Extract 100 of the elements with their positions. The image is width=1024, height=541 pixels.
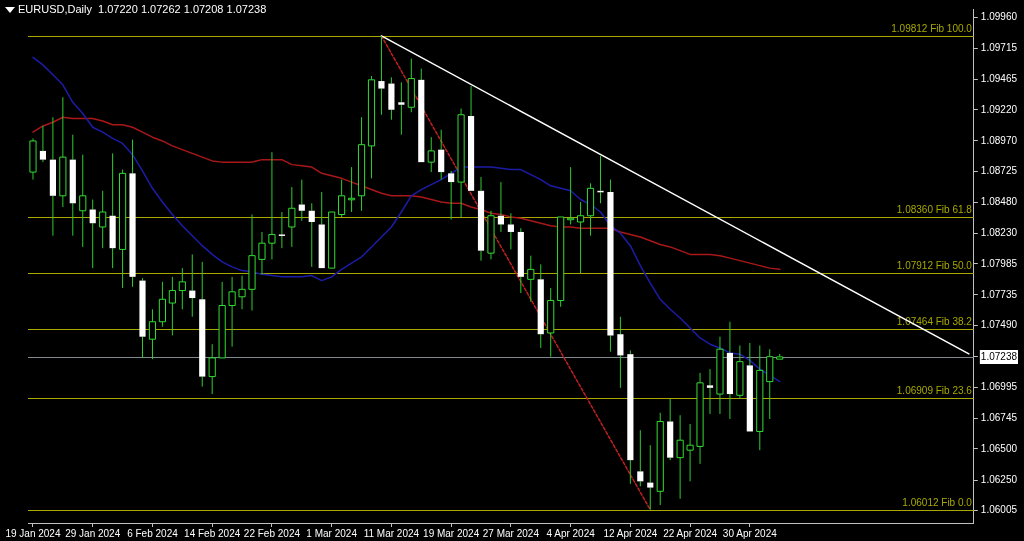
x-tick-label: 29 Jan 2024: [65, 527, 121, 539]
candlestick: [218, 281, 226, 359]
candlestick: [398, 81, 405, 136]
candlestick: [576, 201, 585, 274]
candlestick: [736, 344, 744, 400]
x-tick-label: 22 Apr 2024: [663, 527, 718, 539]
x-tick-label: 1 Mar 2024: [306, 527, 358, 539]
candlestick: [178, 267, 186, 310]
candlestick: [288, 186, 296, 248]
y-tick-label: 1.07238: [980, 350, 1018, 362]
candlestick: [418, 68, 425, 163]
candlestick: [667, 398, 674, 461]
chart-title: EURUSD,Daily 1.07220 1.07262 1.07208 1.07238: [18, 3, 267, 15]
candlestick: [507, 212, 514, 250]
candlestick: [29, 137, 37, 181]
candlestick: [248, 214, 256, 312]
candlestick: [388, 76, 395, 121]
candlestick: [517, 227, 524, 294]
y-tick-label: 1.06995: [980, 380, 1018, 392]
ref-line-label: 1.06909 Fib 23.6: [896, 385, 973, 397]
candlestick: [467, 85, 475, 191]
candlestick: [586, 182, 595, 237]
candlestick: [328, 211, 336, 269]
candlestick: [647, 444, 654, 511]
candlestick: [258, 231, 266, 275]
candlestick: [59, 96, 67, 208]
candlestick: [268, 151, 276, 260]
candlestick: [278, 211, 285, 249]
candlestick: [527, 255, 535, 303]
candlestick: [208, 343, 216, 395]
candlestick: [338, 179, 346, 218]
candlestick: [49, 116, 56, 237]
ref-line-label: 1.06012 Fib 0.0: [902, 497, 973, 509]
candlestick: [746, 342, 753, 432]
candlestick: [557, 216, 565, 308]
y-tick-label: 1.07490: [980, 319, 1018, 331]
y-tick-label: 1.07735: [980, 288, 1018, 300]
candlestick: [766, 348, 774, 420]
ref-line-label: 1.09812 Fib 100.0: [891, 23, 973, 35]
y-tick-label: 1.09220: [980, 103, 1018, 115]
candlestick: [487, 210, 495, 260]
x-tick-label: 19 Jan 2024: [5, 527, 61, 539]
candlestick: [298, 179, 305, 222]
candlestick: [457, 108, 465, 218]
candlestick: [139, 277, 146, 359]
candlestick: [189, 253, 196, 318]
x-tick-label: 6 Feb 2024: [127, 527, 179, 539]
candlestick: [39, 125, 47, 163]
y-tick-label: 1.08480: [980, 195, 1018, 207]
candlestick: [438, 129, 445, 181]
x-tick-label: 27 Mar 2024: [482, 527, 540, 539]
candlestick: [318, 191, 325, 269]
candlestick: [99, 190, 107, 249]
x-tick-label: 22 Feb 2024: [243, 527, 301, 539]
x-tick-label: 30 Apr 2024: [722, 527, 778, 539]
candlestick: [477, 176, 485, 262]
candlestick: [148, 308, 157, 360]
candlestick: [726, 321, 734, 420]
x-tick-label: 12 Apr 2024: [603, 527, 658, 539]
y-tick-label: 1.06745: [980, 412, 1018, 424]
x-tick-label: 4 Apr 2024: [546, 527, 596, 539]
candlestick: [109, 152, 116, 269]
y-tick-label: 1.06250: [980, 473, 1018, 485]
candlestick: [129, 139, 136, 288]
y-tick-label: 1.09715: [980, 41, 1018, 53]
candlestick: [676, 414, 684, 500]
candlestick: [308, 202, 315, 268]
candlestick: [199, 261, 206, 388]
candlestick: [427, 136, 435, 173]
candlestick: [706, 368, 714, 415]
candlestick: [69, 134, 76, 237]
y-tick-label: 1.07985: [980, 257, 1018, 269]
y-tick-label: 1.06500: [980, 442, 1018, 454]
y-tick-label: 1.08230: [980, 226, 1018, 238]
y-tick-label: 1.08970: [980, 134, 1018, 146]
candlestick: [448, 170, 455, 220]
y-tick-label: 1.09465: [980, 72, 1018, 84]
candlestick: [357, 116, 366, 212]
x-tick-label: 14 Feb 2024: [184, 527, 241, 539]
x-tick-label: 19 Mar 2024: [423, 527, 480, 539]
candlestick: [158, 281, 166, 328]
candlestick: [537, 263, 544, 349]
candlestick: [228, 276, 236, 348]
candlestick: [756, 344, 764, 451]
candlestick: [716, 336, 724, 415]
candlestick: [627, 349, 634, 485]
y-tick-label: 1.09960: [980, 11, 1018, 23]
ref-line-label: 1.08360 Fib 61.8: [896, 204, 973, 216]
candlestick: [79, 154, 87, 248]
candlestick: [617, 316, 624, 389]
candlestick: [238, 275, 246, 310]
ref-line-label: 1.07912 Fib 50.0: [896, 260, 973, 272]
candlestick: [607, 179, 614, 353]
candlestick: [168, 276, 176, 336]
x-tick-label: 11 Mar 2024: [363, 527, 420, 539]
y-tick-label: 1.06005: [980, 504, 1018, 516]
candlestick: [696, 372, 704, 465]
candlestick: [637, 429, 644, 487]
candlestick: [686, 423, 694, 482]
candlestick: [547, 287, 555, 358]
